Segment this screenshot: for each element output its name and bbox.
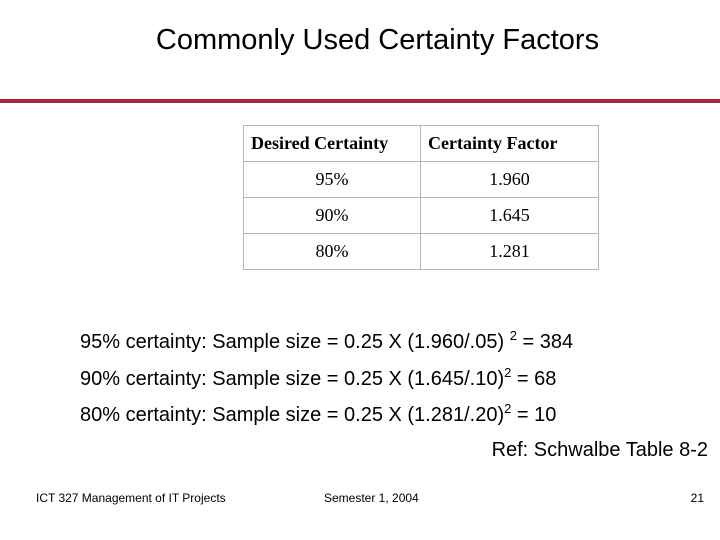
- exponent: 2: [504, 401, 512, 416]
- certainty-factor-cell: 1.281: [420, 233, 599, 270]
- desired-certainty-cell: 95%: [243, 161, 421, 198]
- desired-certainty-cell: 90%: [243, 197, 421, 234]
- calculation-line-95: 95% certainty: Sample size = 0.25 X (1.9…: [80, 321, 573, 358]
- certainty-factor-table: Desired Certainty Certainty Factor 95% 1…: [243, 125, 599, 270]
- sample-size-calculations: 95% certainty: Sample size = 0.25 X (1.9…: [80, 321, 573, 431]
- slide-title: Commonly Used Certainty Factors: [155, 24, 600, 56]
- footer-semester: Semester 1, 2004: [324, 491, 419, 505]
- calculation-line-90: 90% certainty: Sample size = 0.25 X (1.6…: [80, 358, 573, 395]
- certainty-factor-cell: 1.960: [420, 161, 599, 198]
- exponent: 2: [504, 364, 512, 380]
- calculation-text: 95% certainty: Sample size = 0.25 X (1.9…: [80, 331, 510, 353]
- calculation-text: 80% certainty: Sample size = 0.25 X (1.2…: [80, 404, 505, 426]
- footer-page-number: 21: [690, 491, 704, 505]
- calculation-result: = 10: [511, 404, 557, 426]
- certainty-factor-cell: 1.645: [420, 197, 599, 234]
- exponent: 2: [509, 328, 517, 343]
- column-header-desired-certainty: Desired Certainty: [243, 125, 421, 162]
- table-row: 90% 1.645: [243, 197, 599, 234]
- reference-note: Ref: Schwalbe Table 8-2: [491, 439, 708, 461]
- desired-certainty-cell: 80%: [243, 233, 421, 270]
- table-header-row: Desired Certainty Certainty Factor: [243, 125, 599, 162]
- title-divider: [0, 99, 720, 103]
- column-header-certainty-factor: Certainty Factor: [420, 125, 599, 162]
- table-row: 80% 1.281: [243, 233, 599, 270]
- calculation-result: = 68: [511, 367, 557, 390]
- footer-course: ICT 327 Management of IT Projects: [36, 491, 226, 505]
- calculation-line-80: 80% certainty: Sample size = 0.25 X (1.2…: [80, 394, 573, 431]
- calculation-text: 90% certainty: Sample size = 0.25 X (1.6…: [80, 367, 505, 390]
- table-row: 95% 1.960: [243, 161, 599, 198]
- calculation-result: = 384: [516, 331, 574, 353]
